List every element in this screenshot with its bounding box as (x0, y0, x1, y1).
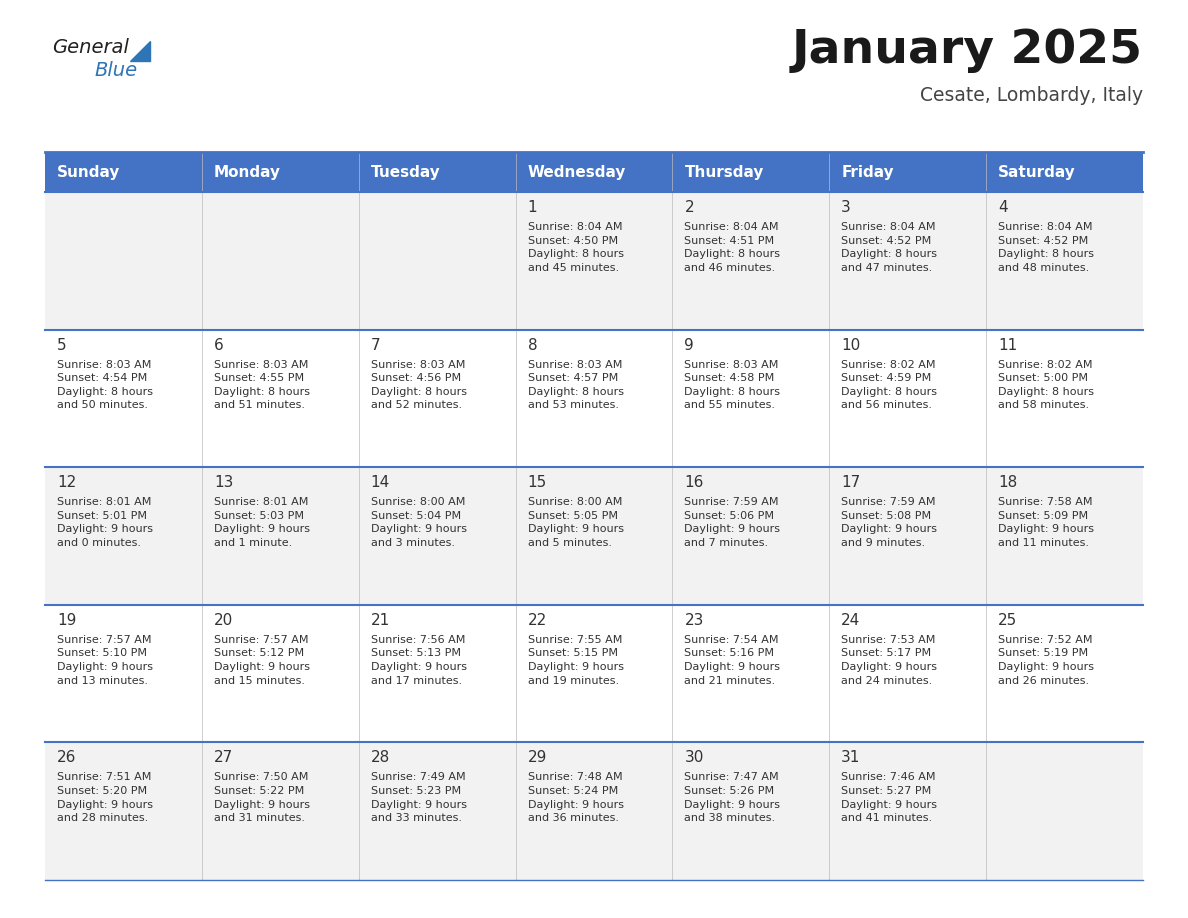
Text: Sunday: Sunday (57, 164, 120, 180)
Text: January 2025: January 2025 (792, 28, 1143, 73)
Text: 17: 17 (841, 476, 860, 490)
Text: 27: 27 (214, 750, 233, 766)
Text: Sunrise: 7:47 AM
Sunset: 5:26 PM
Daylight: 9 hours
and 38 minutes.: Sunrise: 7:47 AM Sunset: 5:26 PM Dayligh… (684, 772, 781, 823)
Text: Sunrise: 7:56 AM
Sunset: 5:13 PM
Daylight: 9 hours
and 17 minutes.: Sunrise: 7:56 AM Sunset: 5:13 PM Dayligh… (371, 635, 467, 686)
Text: Sunrise: 7:49 AM
Sunset: 5:23 PM
Daylight: 9 hours
and 33 minutes.: Sunrise: 7:49 AM Sunset: 5:23 PM Dayligh… (371, 772, 467, 823)
Text: Sunrise: 8:03 AM
Sunset: 4:54 PM
Daylight: 8 hours
and 50 minutes.: Sunrise: 8:03 AM Sunset: 4:54 PM Dayligh… (57, 360, 153, 410)
Text: Sunrise: 8:03 AM
Sunset: 4:56 PM
Daylight: 8 hours
and 52 minutes.: Sunrise: 8:03 AM Sunset: 4:56 PM Dayligh… (371, 360, 467, 410)
Text: 6: 6 (214, 338, 223, 353)
Text: Sunrise: 8:03 AM
Sunset: 4:57 PM
Daylight: 8 hours
and 53 minutes.: Sunrise: 8:03 AM Sunset: 4:57 PM Dayligh… (527, 360, 624, 410)
Text: 10: 10 (841, 338, 860, 353)
Text: Sunrise: 8:01 AM
Sunset: 5:01 PM
Daylight: 9 hours
and 0 minutes.: Sunrise: 8:01 AM Sunset: 5:01 PM Dayligh… (57, 498, 153, 548)
Text: Sunrise: 7:55 AM
Sunset: 5:15 PM
Daylight: 9 hours
and 19 minutes.: Sunrise: 7:55 AM Sunset: 5:15 PM Dayligh… (527, 635, 624, 686)
Text: Sunrise: 7:54 AM
Sunset: 5:16 PM
Daylight: 9 hours
and 21 minutes.: Sunrise: 7:54 AM Sunset: 5:16 PM Dayligh… (684, 635, 781, 686)
Text: Sunrise: 8:04 AM
Sunset: 4:52 PM
Daylight: 8 hours
and 48 minutes.: Sunrise: 8:04 AM Sunset: 4:52 PM Dayligh… (998, 222, 1094, 273)
Text: Sunrise: 7:57 AM
Sunset: 5:10 PM
Daylight: 9 hours
and 13 minutes.: Sunrise: 7:57 AM Sunset: 5:10 PM Dayligh… (57, 635, 153, 686)
Text: Sunrise: 8:02 AM
Sunset: 4:59 PM
Daylight: 8 hours
and 56 minutes.: Sunrise: 8:02 AM Sunset: 4:59 PM Dayligh… (841, 360, 937, 410)
Text: Sunrise: 8:02 AM
Sunset: 5:00 PM
Daylight: 8 hours
and 58 minutes.: Sunrise: 8:02 AM Sunset: 5:00 PM Dayligh… (998, 360, 1094, 410)
Text: 3: 3 (841, 200, 851, 215)
Text: Thursday: Thursday (684, 164, 764, 180)
Text: 7: 7 (371, 338, 380, 353)
Text: Sunrise: 7:58 AM
Sunset: 5:09 PM
Daylight: 9 hours
and 11 minutes.: Sunrise: 7:58 AM Sunset: 5:09 PM Dayligh… (998, 498, 1094, 548)
Text: Sunrise: 7:59 AM
Sunset: 5:06 PM
Daylight: 9 hours
and 7 minutes.: Sunrise: 7:59 AM Sunset: 5:06 PM Dayligh… (684, 498, 781, 548)
Text: Sunrise: 8:04 AM
Sunset: 4:52 PM
Daylight: 8 hours
and 47 minutes.: Sunrise: 8:04 AM Sunset: 4:52 PM Dayligh… (841, 222, 937, 273)
FancyBboxPatch shape (45, 467, 1143, 605)
Text: 30: 30 (684, 750, 703, 766)
FancyBboxPatch shape (45, 605, 1143, 743)
Text: 28: 28 (371, 750, 390, 766)
FancyBboxPatch shape (45, 192, 1143, 330)
Text: Sunrise: 7:52 AM
Sunset: 5:19 PM
Daylight: 9 hours
and 26 minutes.: Sunrise: 7:52 AM Sunset: 5:19 PM Dayligh… (998, 635, 1094, 686)
Text: Sunrise: 7:51 AM
Sunset: 5:20 PM
Daylight: 9 hours
and 28 minutes.: Sunrise: 7:51 AM Sunset: 5:20 PM Dayligh… (57, 772, 153, 823)
Text: 20: 20 (214, 613, 233, 628)
Text: 12: 12 (57, 476, 76, 490)
Text: 29: 29 (527, 750, 546, 766)
Text: Sunrise: 8:00 AM
Sunset: 5:05 PM
Daylight: 9 hours
and 5 minutes.: Sunrise: 8:00 AM Sunset: 5:05 PM Dayligh… (527, 498, 624, 548)
Text: Sunrise: 7:53 AM
Sunset: 5:17 PM
Daylight: 9 hours
and 24 minutes.: Sunrise: 7:53 AM Sunset: 5:17 PM Dayligh… (841, 635, 937, 686)
Text: Saturday: Saturday (998, 164, 1076, 180)
Text: 24: 24 (841, 613, 860, 628)
FancyBboxPatch shape (45, 152, 1143, 192)
Text: 23: 23 (684, 613, 703, 628)
Text: Sunrise: 7:59 AM
Sunset: 5:08 PM
Daylight: 9 hours
and 9 minutes.: Sunrise: 7:59 AM Sunset: 5:08 PM Dayligh… (841, 498, 937, 548)
Text: 19: 19 (57, 613, 76, 628)
Text: Cesate, Lombardy, Italy: Cesate, Lombardy, Italy (920, 86, 1143, 105)
FancyBboxPatch shape (45, 330, 1143, 467)
Text: 4: 4 (998, 200, 1007, 215)
Text: 22: 22 (527, 613, 546, 628)
Text: 25: 25 (998, 613, 1017, 628)
Text: 18: 18 (998, 476, 1017, 490)
FancyBboxPatch shape (45, 743, 1143, 880)
Text: 13: 13 (214, 476, 233, 490)
Text: Sunrise: 7:46 AM
Sunset: 5:27 PM
Daylight: 9 hours
and 41 minutes.: Sunrise: 7:46 AM Sunset: 5:27 PM Dayligh… (841, 772, 937, 823)
Text: Blue: Blue (94, 62, 137, 81)
Text: 15: 15 (527, 476, 546, 490)
Text: Sunrise: 8:04 AM
Sunset: 4:50 PM
Daylight: 8 hours
and 45 minutes.: Sunrise: 8:04 AM Sunset: 4:50 PM Dayligh… (527, 222, 624, 273)
Text: 26: 26 (57, 750, 76, 766)
Text: Sunrise: 8:04 AM
Sunset: 4:51 PM
Daylight: 8 hours
and 46 minutes.: Sunrise: 8:04 AM Sunset: 4:51 PM Dayligh… (684, 222, 781, 273)
Text: 21: 21 (371, 613, 390, 628)
Text: 5: 5 (57, 338, 67, 353)
Text: 9: 9 (684, 338, 694, 353)
Text: General: General (52, 38, 128, 57)
Text: Friday: Friday (841, 164, 893, 180)
Text: Sunrise: 8:00 AM
Sunset: 5:04 PM
Daylight: 9 hours
and 3 minutes.: Sunrise: 8:00 AM Sunset: 5:04 PM Dayligh… (371, 498, 467, 548)
Text: Wednesday: Wednesday (527, 164, 626, 180)
Text: 31: 31 (841, 750, 860, 766)
Text: 11: 11 (998, 338, 1017, 353)
Text: Sunrise: 8:03 AM
Sunset: 4:58 PM
Daylight: 8 hours
and 55 minutes.: Sunrise: 8:03 AM Sunset: 4:58 PM Dayligh… (684, 360, 781, 410)
Text: 8: 8 (527, 338, 537, 353)
Text: Sunrise: 7:50 AM
Sunset: 5:22 PM
Daylight: 9 hours
and 31 minutes.: Sunrise: 7:50 AM Sunset: 5:22 PM Dayligh… (214, 772, 310, 823)
Text: 1: 1 (527, 200, 537, 215)
Text: Sunrise: 7:57 AM
Sunset: 5:12 PM
Daylight: 9 hours
and 15 minutes.: Sunrise: 7:57 AM Sunset: 5:12 PM Dayligh… (214, 635, 310, 686)
Polygon shape (129, 41, 150, 61)
Text: Tuesday: Tuesday (371, 164, 441, 180)
Text: Sunrise: 8:03 AM
Sunset: 4:55 PM
Daylight: 8 hours
and 51 minutes.: Sunrise: 8:03 AM Sunset: 4:55 PM Dayligh… (214, 360, 310, 410)
Text: Sunrise: 8:01 AM
Sunset: 5:03 PM
Daylight: 9 hours
and 1 minute.: Sunrise: 8:01 AM Sunset: 5:03 PM Dayligh… (214, 498, 310, 548)
Text: 16: 16 (684, 476, 703, 490)
Text: 14: 14 (371, 476, 390, 490)
Text: Monday: Monday (214, 164, 280, 180)
Text: Sunrise: 7:48 AM
Sunset: 5:24 PM
Daylight: 9 hours
and 36 minutes.: Sunrise: 7:48 AM Sunset: 5:24 PM Dayligh… (527, 772, 624, 823)
Text: 2: 2 (684, 200, 694, 215)
